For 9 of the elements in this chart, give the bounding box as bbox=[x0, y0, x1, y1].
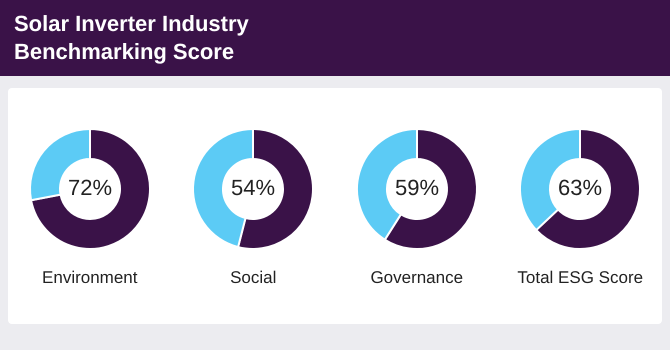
text: Governance bbox=[370, 268, 464, 288]
text: Social bbox=[230, 268, 276, 288]
data-label: 72% bbox=[68, 175, 112, 200]
data-label: 54% bbox=[231, 175, 276, 200]
data-label: 63% bbox=[558, 175, 602, 200]
text: Total ESG Score bbox=[517, 268, 644, 288]
data-label: 59% bbox=[394, 175, 439, 200]
chart-title: Solar Inverter Industry Benchmarking Score bbox=[14, 10, 250, 66]
text: Environment bbox=[42, 268, 138, 288]
